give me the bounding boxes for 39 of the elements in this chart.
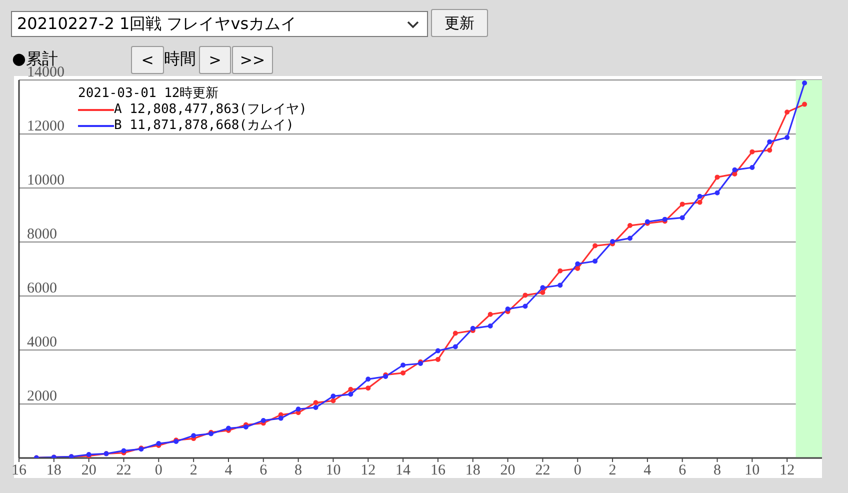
x-tick-label: 4 <box>644 462 652 479</box>
x-tick-label: 12 <box>360 462 376 479</box>
x-tick-label: 2 <box>608 462 616 479</box>
x-tick-label: 6 <box>260 462 268 479</box>
x-tick-label: 18 <box>46 462 62 479</box>
x-tick-label: 16 <box>12 462 27 479</box>
x-tick-label: 0 <box>154 462 162 479</box>
x-tick-label: 6 <box>678 462 687 479</box>
x-tick-label: 2 <box>190 462 198 479</box>
x-tick-label: 8 <box>714 462 722 479</box>
x-tick-label: 4 <box>224 462 233 479</box>
y-tick-label: 10000 <box>27 172 64 188</box>
x-tick-label: 0 <box>574 462 582 479</box>
y-tick-label: 8000 <box>27 226 57 242</box>
y-tick-label: 12000 <box>27 118 64 134</box>
text: 時間 <box>164 49 196 70</box>
x-tick-label: 14 <box>396 462 412 479</box>
x-tick-label: 20 <box>81 462 96 479</box>
button: > <box>199 46 231 74</box>
x-tick-label: 22 <box>535 462 550 479</box>
y-tick-label: 2000 <box>27 388 57 404</box>
annotation: 2021-03-01 12時更新 <box>78 86 220 102</box>
x-tick-label: 12 <box>780 462 795 479</box>
x-tick-label: 10 <box>744 462 760 479</box>
x-tick-label: 10 <box>326 462 341 479</box>
chart-subtitle: ●累計 <box>12 49 58 68</box>
x-tick-label: 8 <box>294 462 302 479</box>
button: >> <box>232 46 273 74</box>
y-tick-label: 6000 <box>27 280 57 296</box>
x-tick-label: 20 <box>500 462 516 479</box>
legend-label: B 11,871,878,668(カムイ) <box>114 118 294 134</box>
button: 更新 <box>431 9 488 37</box>
legend-label: A 12,808,477,863(フレイヤ) <box>114 102 307 118</box>
x-tick-label: 18 <box>465 462 480 479</box>
x-tick-label: 22 <box>116 462 132 479</box>
button: < <box>131 46 164 74</box>
chart-title: 20210227-2 1回戦 フレイヤvsカムイ <box>17 14 297 34</box>
x-tick-label: 16 <box>430 462 446 479</box>
y-tick-label: 4000 <box>27 334 57 350</box>
